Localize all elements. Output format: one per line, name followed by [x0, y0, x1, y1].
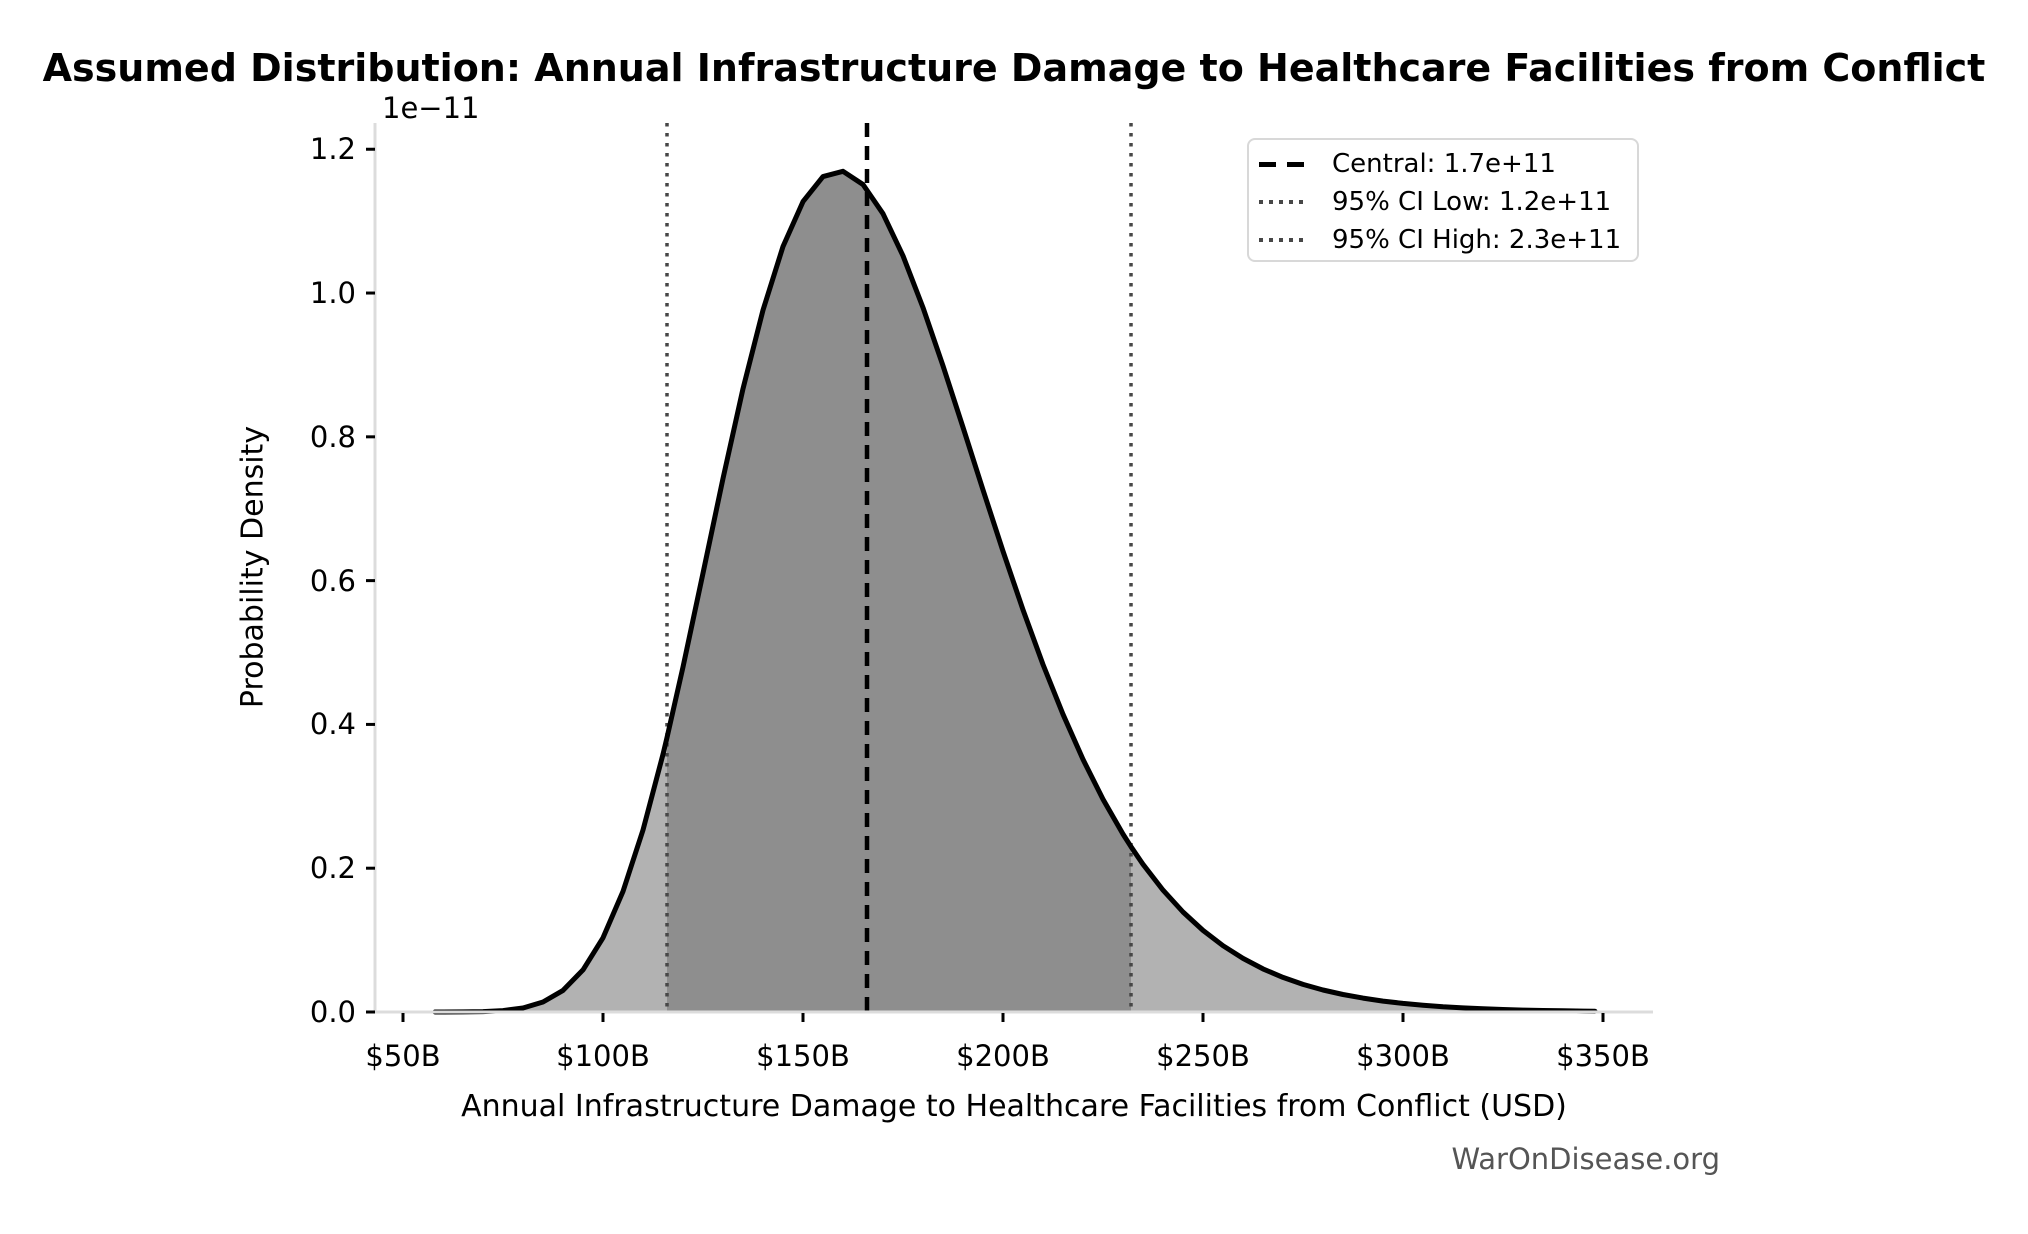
y-tick-label: 0.2: [309, 851, 356, 886]
legend-label-ci-low: 95% CI Low: 1.2e+11: [1332, 187, 1612, 217]
density-curve: [432, 168, 1598, 1015]
legend-label-central: Central: 1.7e+11: [1332, 149, 1556, 179]
x-tick-label: $250B: [1156, 1039, 1250, 1073]
x-tick-label: $200B: [956, 1039, 1050, 1073]
y-axis-offset-label: 1e−11: [382, 91, 480, 125]
y-tick-label: 0.0: [309, 995, 356, 1029]
legend-label-ci-high: 95% CI High: 2.3e+11: [1332, 225, 1622, 255]
y-axis-label: Probability Density: [235, 425, 271, 709]
y-tick-label: 0.4: [309, 707, 356, 742]
x-tick-label: $100B: [556, 1039, 650, 1073]
y-tick-label: 0.6: [309, 563, 356, 598]
x-tick-label: $150B: [756, 1039, 850, 1073]
legend-row-central: Central: 1.7e+11: [1259, 145, 1637, 183]
x-tick-label: $350B: [1556, 1039, 1650, 1073]
dotted-line-sample-icon: [1259, 238, 1307, 242]
chart-title: Assumed Distribution: Annual Infrastruct…: [42, 46, 1986, 90]
x-tick-label: $50B: [365, 1039, 441, 1073]
legend: Central: 1.7e+11 95% CI Low: 1.2e+11 95%…: [1247, 138, 1639, 262]
y-tick-label: 0.8: [309, 419, 356, 454]
y-tick-label: 1.2: [309, 132, 356, 167]
legend-row-ci-high: 95% CI High: 2.3e+11: [1259, 221, 1637, 259]
x-tick-label: $300B: [1356, 1039, 1450, 1073]
x-axis-label: Annual Infrastructure Damage to Healthca…: [461, 1089, 1567, 1124]
ci-region-fill: [667, 171, 1131, 1013]
dashed-line-sample-icon: [1259, 161, 1307, 167]
watermark: WarOnDisease.org: [1451, 1142, 1720, 1176]
dotted-line-sample-icon: [1259, 200, 1307, 204]
y-tick-label: 1.0: [309, 276, 356, 311]
legend-row-ci-low: 95% CI Low: 1.2e+11: [1259, 183, 1637, 221]
